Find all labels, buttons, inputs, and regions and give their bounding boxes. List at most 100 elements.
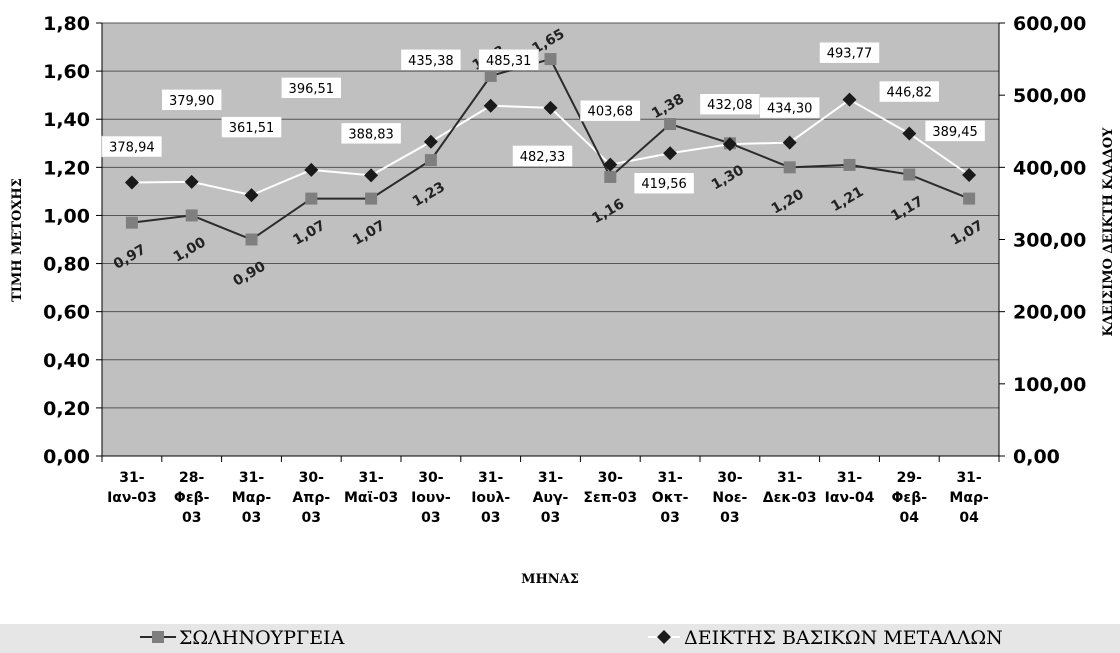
data-label-index: 434,30 xyxy=(767,102,813,117)
x-tick-label-line: Μαρ- xyxy=(949,490,989,506)
y-right-tick-label: 600,00 xyxy=(1013,13,1086,35)
x-tick-label-line: 31- xyxy=(956,470,981,486)
x-tick-label-line: Ιουν- xyxy=(411,490,451,506)
legend-label-pipes: ΣΩΛΗΝΟΥΡΓΕΙΑ xyxy=(179,627,345,649)
x-tick-label-line: 29- xyxy=(897,470,922,486)
series-point-pipes xyxy=(245,233,258,246)
x-tick-label-line: 31- xyxy=(119,470,144,486)
x-tick-label-line: 31- xyxy=(358,470,383,486)
data-label-index: 389,45 xyxy=(932,125,978,140)
series-point-pipes xyxy=(843,158,856,171)
data-label-index: 378,94 xyxy=(109,141,155,156)
series-markers xyxy=(124,53,977,246)
x-tick-label-line: Απρ- xyxy=(292,490,330,506)
series-point-pipes xyxy=(783,161,796,174)
x-tick-label-line: 31- xyxy=(657,470,682,486)
series-point-index xyxy=(842,92,857,107)
y-left-tick-label: 0,80 xyxy=(43,254,90,276)
x-tick-label-line: 04 xyxy=(900,510,920,526)
plot-area xyxy=(102,23,999,456)
y-axis-left-title: ΤΙΜΗ ΜΕΤΟΧΗΣ xyxy=(10,178,25,302)
legend: ΣΩΛΗΝΟΥΡΓΕΙΑ ΔΕΙΚΤΗΣ ΒΑΣΙΚΩΝ ΜΕΤΑΛΛΩΝ xyxy=(0,624,1120,653)
x-tick-label: 31- Μαϊ-03 xyxy=(344,470,398,506)
x-tick-label: 31- Ιουλ- 03 xyxy=(471,470,510,526)
series-point-index xyxy=(962,167,977,182)
legend-item-index: ΔΕΙΚΤΗΣ ΒΑΣΙΚΩΝ ΜΕΤΑΛΛΩΝ xyxy=(648,627,1003,649)
x-tick-label-line: Σεπ-03 xyxy=(583,490,637,506)
y-right-tick-label: 200,00 xyxy=(1013,302,1086,324)
data-label-box-index xyxy=(924,120,986,142)
x-tick-label: 31- Μαρ- 03 xyxy=(232,470,272,526)
series-point-index xyxy=(722,137,737,152)
legend-square-marker-icon xyxy=(152,631,164,643)
x-tick-label-line: 31- xyxy=(837,470,862,486)
data-label-box-index xyxy=(161,89,222,111)
x-tick-label: 30- Νοε- 03 xyxy=(712,470,747,526)
x-tick-label: 30- Απρ- 03 xyxy=(292,470,330,526)
x-tick-label-line: Αυγ- xyxy=(533,490,569,506)
y-left-tick-label: 1,20 xyxy=(43,157,90,179)
y-right-tick-label: 500,00 xyxy=(1013,85,1086,107)
series-point-pipes xyxy=(185,209,198,222)
y-right-tick-label: 400,00 xyxy=(1013,157,1086,179)
data-label-box-index xyxy=(759,96,820,119)
series-point-index xyxy=(483,98,498,113)
x-tick-label-line: Φεβ- xyxy=(174,490,210,506)
x-tick-label-line: 31- xyxy=(777,470,802,486)
series-point-index xyxy=(663,146,678,161)
x-tick-label-line: 03 xyxy=(660,510,679,526)
data-label-box-index xyxy=(281,77,342,99)
data-label-index: 446,82 xyxy=(887,86,933,101)
series-point-index xyxy=(304,162,319,177)
x-tick-label-line: Μαρ- xyxy=(232,490,272,506)
y-left-tick-label: 0,20 xyxy=(43,398,90,420)
x-tick-label-line: 30- xyxy=(717,470,742,486)
x-tick-label: 31- Οκτ- 03 xyxy=(652,470,689,526)
x-tick-label: 30- Σεπ-03 xyxy=(583,470,637,506)
data-label-index: 388,83 xyxy=(348,127,394,142)
x-tick-label: 31- Αυγ- 03 xyxy=(533,470,569,526)
x-tick-label: 31- Μαρ- 04 xyxy=(949,470,989,526)
data-label-box-index xyxy=(633,172,695,194)
x-tick-label-line: 04 xyxy=(959,510,979,526)
series-point-index xyxy=(364,168,379,183)
x-tick-label-line: Δεκ-03 xyxy=(763,490,817,506)
series-point-pipes xyxy=(484,69,497,82)
x-tick-label: 31- Δεκ-03 xyxy=(763,470,817,506)
y-left-tick-label: 1,60 xyxy=(43,61,90,83)
x-tick-label-line: 03 xyxy=(302,510,321,526)
series-point-index xyxy=(244,188,259,203)
data-label-box-index xyxy=(340,122,402,145)
x-tick-label: 31- Ιαν-03 xyxy=(107,470,157,506)
data-label-box-index xyxy=(478,49,539,71)
x-tick-label-line: Ιαν-03 xyxy=(107,490,157,506)
x-tick-label: 31- Ιαν-04 xyxy=(825,470,875,506)
series-point-index xyxy=(184,174,199,189)
data-label-index: 396,51 xyxy=(289,82,335,97)
data-label-box-index xyxy=(221,116,282,138)
legend-background xyxy=(0,624,1120,653)
y-left-tick-label: 0,40 xyxy=(43,350,90,372)
x-tick-label-line: 31- xyxy=(538,470,563,486)
series-point-pipes xyxy=(604,170,617,183)
data-label-index: 435,38 xyxy=(408,54,454,69)
data-label-index: 485,31 xyxy=(486,54,532,69)
y-left-tick-label: 1,40 xyxy=(43,109,90,131)
x-tick-label: 30- Ιουν- 03 xyxy=(411,470,451,526)
x-tick-label-line: 31- xyxy=(239,470,264,486)
data-label-box-index xyxy=(400,49,462,71)
series-point-index xyxy=(423,134,438,149)
series-point-pipes xyxy=(424,154,437,167)
x-tick-label-line: Ιαν-04 xyxy=(825,490,875,506)
x-tick-label-line: Ιουλ- xyxy=(471,490,510,506)
x-tick-label-line: 31- xyxy=(478,470,503,486)
x-tick-label-line: 30- xyxy=(598,470,623,486)
series-point-pipes xyxy=(305,192,318,205)
y-left-tick-label: 0,60 xyxy=(43,302,90,324)
data-label-index: 379,90 xyxy=(169,94,215,109)
y-left-tick-label: 1,00 xyxy=(43,205,90,227)
data-label-index: 403,68 xyxy=(588,105,634,120)
data-label-index: 361,51 xyxy=(229,121,275,136)
